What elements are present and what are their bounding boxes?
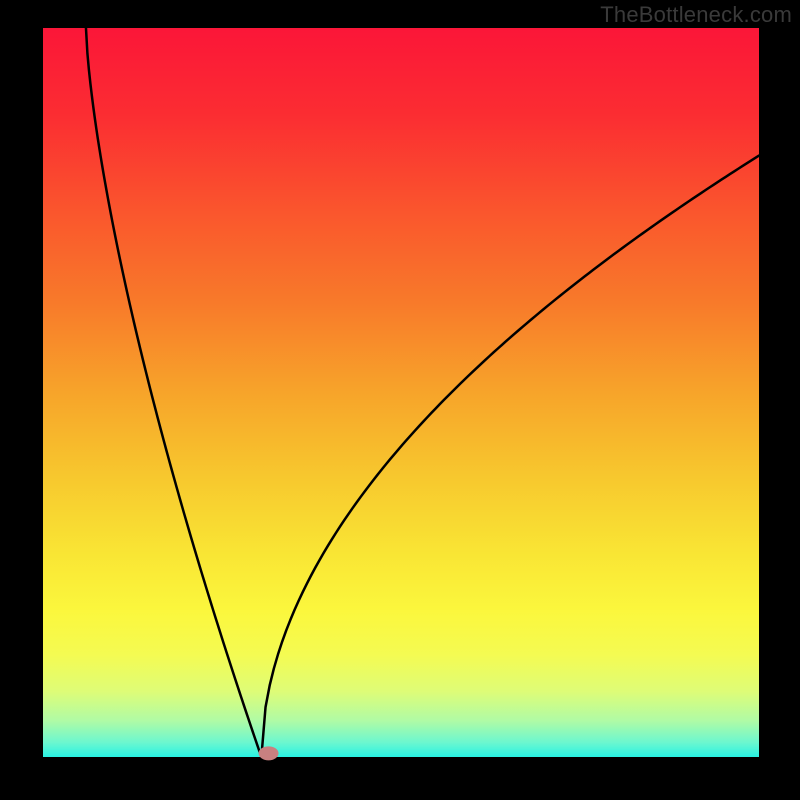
minimum-marker [259,746,279,760]
chart-container: TheBottleneck.com [0,0,800,800]
chart-svg [0,0,800,800]
watermark-text: TheBottleneck.com [600,2,792,28]
